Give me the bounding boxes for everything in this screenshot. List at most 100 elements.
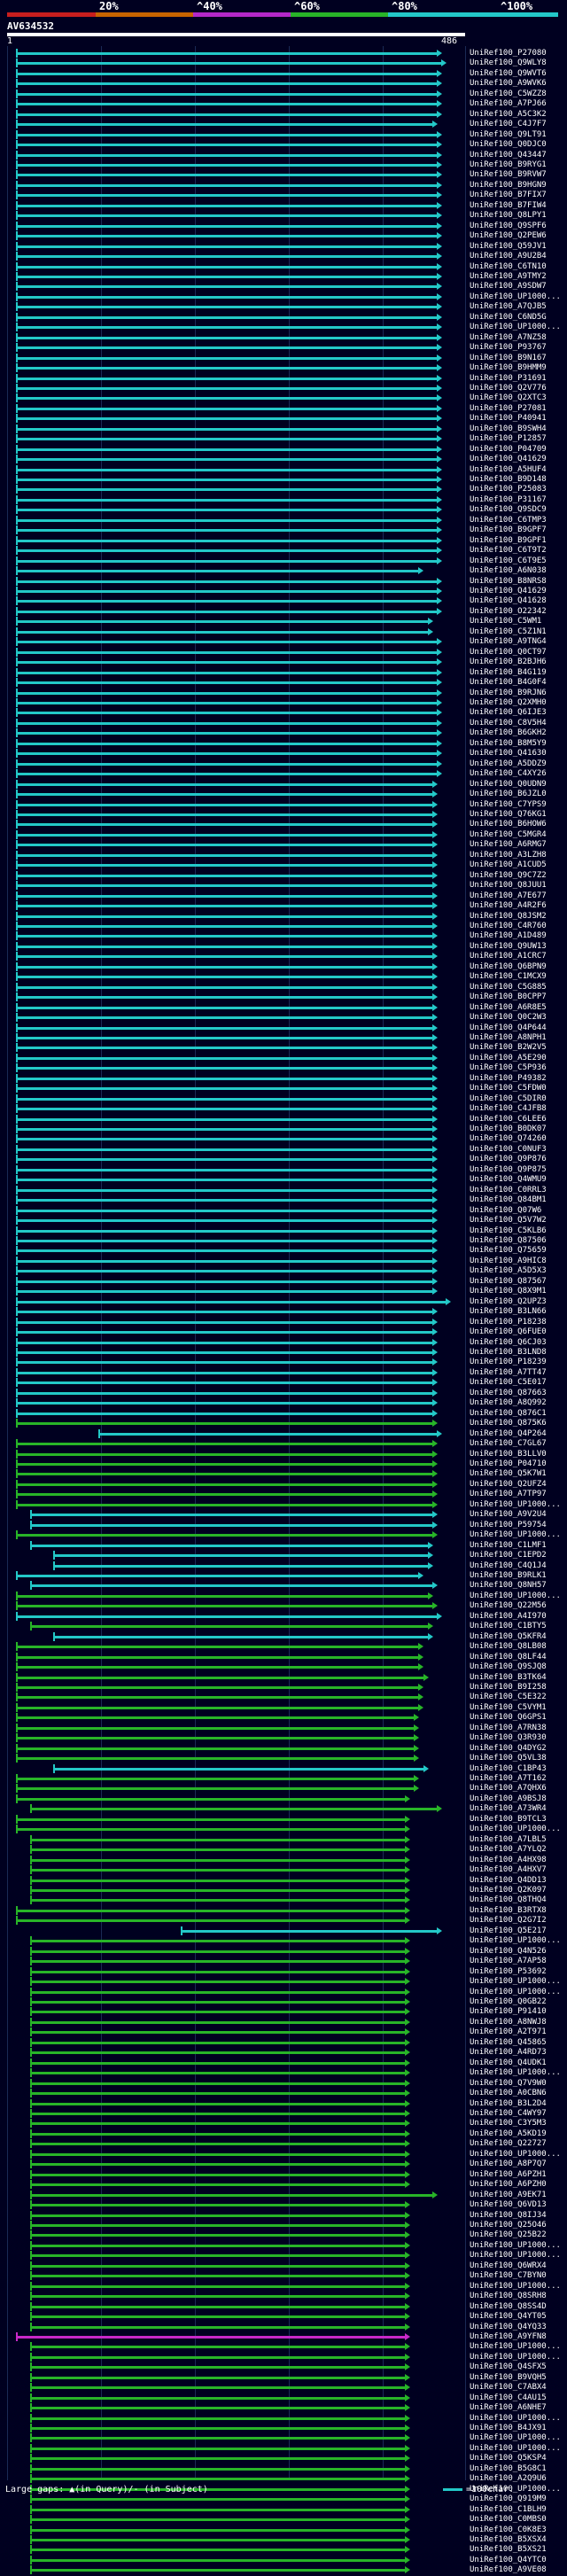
hit-row[interactable]: UniRef100_C5E322 — [0, 1693, 567, 1702]
hit-label[interactable]: UniRef100_C5P936 — [470, 1063, 547, 1073]
hit-row[interactable]: UniRef100_Q8X9M1 — [0, 1287, 567, 1296]
hit-label[interactable]: UniRef100_A7T162 — [470, 1774, 547, 1784]
hit-bar[interactable] — [29, 2396, 406, 2400]
hit-row[interactable]: UniRef100_Q43447 — [0, 150, 567, 160]
hit-label[interactable]: UniRef100_Q4SFX5 — [470, 2362, 547, 2372]
hit-row[interactable]: UniRef100_Q41629 — [0, 587, 567, 596]
hit-row[interactable]: UniRef100_UP1000... — [0, 1936, 567, 1946]
hit-bar[interactable] — [16, 1168, 433, 1171]
hit-label[interactable]: UniRef100_Q6CJ03 — [470, 1337, 547, 1347]
hit-bar[interactable] — [16, 935, 433, 938]
hit-row[interactable]: UniRef100_UP1000... — [0, 1591, 567, 1601]
hit-label[interactable]: UniRef100_C5WM1 — [470, 617, 542, 626]
hit-row[interactable]: UniRef100_A7LBL5 — [0, 1834, 567, 1845]
hit-label[interactable]: UniRef100_A9VE08 — [470, 2565, 547, 2575]
hit-row[interactable]: UniRef100_A9YFN8 — [0, 2331, 567, 2342]
hit-label[interactable]: UniRef100_A1CRC7 — [470, 952, 547, 961]
hit-row[interactable]: UniRef100_Q6BPN9 — [0, 961, 567, 972]
hit-label[interactable]: UniRef100_B3RTX8 — [470, 1905, 547, 1915]
hit-row[interactable]: UniRef100_A5DDZ9 — [0, 759, 567, 769]
hit-bar[interactable] — [29, 2214, 406, 2217]
hit-label[interactable]: UniRef100_B9HGN9 — [470, 180, 547, 190]
hit-row[interactable]: UniRef100_Q6FUE0 — [0, 1327, 567, 1337]
hit-label[interactable]: UniRef100_Q8LF44 — [470, 1652, 547, 1662]
hit-label[interactable]: UniRef100_Q9SJQ8 — [470, 1662, 547, 1672]
hit-bar[interactable] — [16, 1158, 433, 1162]
hit-label[interactable]: UniRef100_Q75659 — [470, 1246, 547, 1256]
hit-bar[interactable] — [16, 1331, 433, 1335]
hit-row[interactable]: UniRef100_B2W2V5 — [0, 1043, 567, 1053]
hit-row[interactable]: UniRef100_B3LN66 — [0, 1307, 567, 1317]
hit-bar[interactable] — [29, 2549, 406, 2552]
hit-bar[interactable] — [16, 853, 433, 857]
hit-row[interactable]: UniRef100_C0K8E3 — [0, 2525, 567, 2535]
hit-bar[interactable] — [16, 174, 439, 177]
hit-row[interactable]: UniRef100_B9RYG1 — [0, 160, 567, 170]
hit-bar[interactable] — [16, 417, 439, 421]
hit-label[interactable]: UniRef100_P31167 — [470, 494, 547, 504]
hit-row[interactable]: UniRef100_A2Q9U6 — [0, 2474, 567, 2484]
hit-row[interactable]: UniRef100_C1EPD2 — [0, 1551, 567, 1560]
hit-label[interactable]: UniRef100_Q4YT05 — [470, 2312, 547, 2322]
hit-row[interactable]: UniRef100_Q4YT05 — [0, 2312, 567, 2322]
hit-bar[interactable] — [29, 2487, 406, 2491]
hit-bar[interactable] — [16, 1199, 433, 1202]
hit-row[interactable]: UniRef100_Q75659 — [0, 1246, 567, 1256]
hit-label[interactable]: UniRef100_Q41629 — [470, 587, 547, 596]
hit-label[interactable]: UniRef100_Q76KG1 — [470, 809, 547, 819]
hit-row[interactable]: UniRef100_Q2XMH0 — [0, 698, 567, 708]
hit-bar[interactable] — [29, 2041, 406, 2044]
hit-bar[interactable] — [29, 1625, 429, 1629]
hit-bar[interactable] — [16, 1188, 433, 1192]
hit-bar[interactable] — [16, 295, 439, 299]
hit-label[interactable]: UniRef100_P25083 — [470, 485, 547, 494]
hit-label[interactable]: UniRef100_C0RRL3 — [470, 1185, 547, 1195]
hit-row[interactable]: UniRef100_C1MCX9 — [0, 972, 567, 982]
hit-bar[interactable] — [29, 2051, 406, 2055]
hit-row[interactable]: UniRef100_Q45865 — [0, 2037, 567, 2048]
hit-label[interactable]: UniRef100_C0K8E3 — [470, 2525, 547, 2534]
hit-label[interactable]: UniRef100_A6N038 — [470, 566, 547, 576]
hit-label[interactable]: UniRef100_P49382 — [470, 1073, 547, 1083]
hit-label[interactable]: UniRef100_Q59JV1 — [470, 241, 547, 251]
hit-row[interactable]: UniRef100_A9SDW7 — [0, 282, 567, 292]
hit-bar[interactable] — [16, 336, 439, 339]
hit-bar[interactable] — [29, 2407, 406, 2410]
hit-bar[interactable] — [16, 823, 433, 827]
hit-row[interactable]: UniRef100_B4G0F4 — [0, 678, 567, 688]
hit-bar[interactable] — [16, 1108, 433, 1111]
hit-bar[interactable] — [16, 92, 439, 96]
hit-label[interactable]: UniRef100_A8Q992 — [470, 1398, 547, 1408]
hit-label[interactable]: UniRef100_A1CUD5 — [470, 860, 547, 870]
hit-bar[interactable] — [16, 1737, 416, 1740]
hit-row[interactable]: UniRef100_Q5KFR4 — [0, 1631, 567, 1642]
hit-label[interactable]: UniRef100_A6NHE7 — [470, 2403, 547, 2413]
hit-bar[interactable] — [16, 1036, 433, 1039]
hit-label[interactable]: UniRef100_B3LLV0 — [470, 1449, 547, 1459]
hit-row[interactable]: UniRef100_A4HXV7 — [0, 1865, 567, 1875]
hit-label[interactable]: UniRef100_A6RMG7 — [470, 840, 547, 850]
hit-bar[interactable] — [29, 1960, 406, 1964]
hit-row[interactable]: UniRef100_C7BYN0 — [0, 2271, 567, 2281]
hit-row[interactable]: UniRef100_UP1000... — [0, 2240, 567, 2251]
hit-row[interactable]: UniRef100_B3LLV0 — [0, 1449, 567, 1459]
hit-label[interactable]: UniRef100_UP1000... — [470, 1591, 561, 1600]
hit-label[interactable]: UniRef100_B9GPF7 — [470, 525, 547, 535]
hit-row[interactable]: UniRef100_Q0GB22 — [0, 1997, 567, 2007]
hit-label[interactable]: UniRef100_P40941 — [470, 414, 547, 424]
hit-label[interactable]: UniRef100_A7QHX6 — [470, 1784, 547, 1794]
hit-label[interactable]: UniRef100_B3L2D4 — [470, 2098, 547, 2108]
hit-row[interactable]: UniRef100_A8P7Q7 — [0, 2160, 567, 2169]
hit-row[interactable]: UniRef100_Q41629 — [0, 455, 567, 464]
hit-row[interactable]: UniRef100_Q5K7W1 — [0, 1469, 567, 1479]
hit-row[interactable]: UniRef100_A7T162 — [0, 1774, 567, 1784]
hit-label[interactable]: UniRef100_B9D148 — [470, 475, 547, 485]
hit-row[interactable]: UniRef100_Q4P264 — [0, 1428, 567, 1439]
hit-bar[interactable] — [16, 1006, 433, 1009]
hit-row[interactable]: UniRef100_UP1000... — [0, 2149, 567, 2160]
hit-label[interactable]: UniRef100_B0CPP7 — [470, 992, 547, 1002]
hit-label[interactable]: UniRef100_A4R2F6 — [470, 901, 547, 911]
hit-label[interactable]: UniRef100_C7ABX4 — [470, 2383, 547, 2393]
hit-bar[interactable] — [29, 2376, 406, 2379]
hit-label[interactable]: UniRef100_Q8SRH8 — [470, 2292, 547, 2301]
